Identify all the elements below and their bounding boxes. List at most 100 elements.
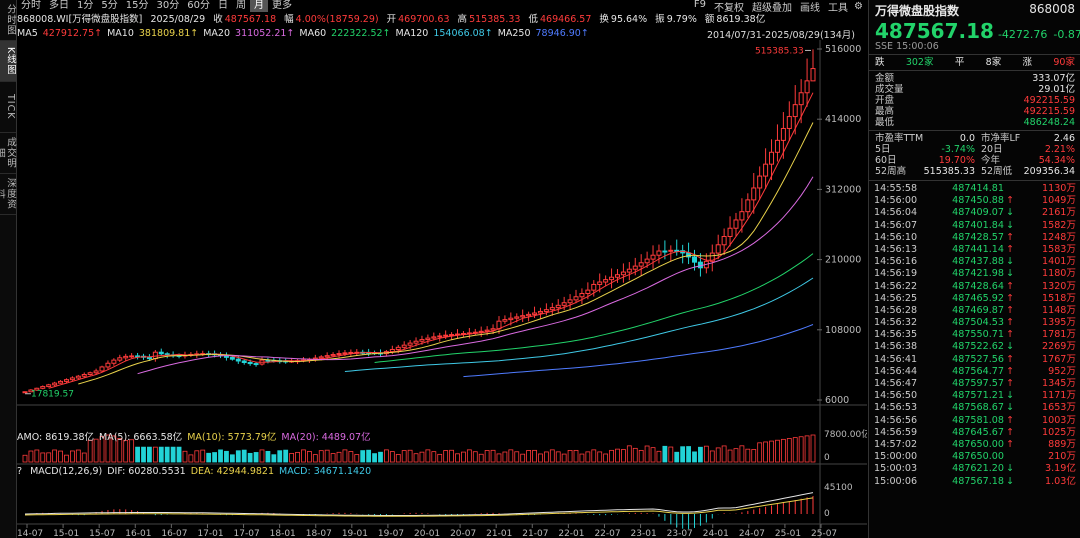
tick-row[interactable]: 14:56:28 487469.87 ↑ 1148万 — [869, 305, 1080, 317]
candle[interactable] — [537, 310, 543, 314]
candle[interactable] — [425, 337, 431, 341]
candle[interactable] — [526, 313, 532, 317]
left-tab-3[interactable]: 成交明细 — [0, 133, 16, 174]
candle[interactable] — [644, 258, 650, 264]
candle[interactable] — [692, 256, 698, 263]
candle[interactable] — [229, 356, 235, 360]
candle[interactable] — [626, 268, 632, 273]
left-tab-0[interactable]: 分时图 — [0, 0, 16, 41]
candle[interactable] — [28, 389, 34, 393]
candle[interactable] — [490, 328, 496, 331]
candle[interactable] — [69, 377, 75, 381]
candle[interactable] — [508, 317, 514, 321]
left-tab-1[interactable]: K线图 — [0, 41, 16, 82]
tick-list[interactable]: 14:55:58 487414.81 1130万 14:56:00 487450.88 ↑… — [869, 183, 1080, 488]
candle[interactable] — [318, 356, 324, 359]
candle[interactable] — [543, 309, 549, 312]
toolbar-item-0[interactable]: F9 — [693, 0, 707, 10]
tick-row[interactable]: 15:00:03 487621.20 ↓ 3.19亿 — [869, 463, 1080, 475]
tick-row[interactable]: 14:56:00 487450.88 ↑ 1049万 — [869, 195, 1080, 207]
candle[interactable] — [111, 359, 117, 364]
tick-row[interactable]: 14:56:04 487409.07 ↓ 2161万 — [869, 207, 1080, 219]
candle[interactable] — [419, 339, 425, 342]
candle[interactable] — [632, 265, 638, 270]
period-tab-9[interactable]: 月 — [249, 0, 268, 12]
period-tab-4[interactable]: 15分 — [125, 0, 149, 11]
candle[interactable] — [786, 116, 792, 129]
candle[interactable] — [810, 68, 816, 82]
candle[interactable] — [324, 355, 330, 358]
candle[interactable] — [763, 163, 769, 177]
period-tab-10[interactable]: 更多 — [271, 0, 292, 11]
candle[interactable] — [52, 382, 58, 386]
candle[interactable] — [431, 336, 437, 339]
tick-row[interactable]: 14:56:50 487571.21 ↓ 1171万 — [869, 390, 1080, 402]
tick-row[interactable]: 15:00:06 487567.18 ↓ 1.03亿 — [869, 476, 1080, 488]
candle[interactable] — [733, 219, 739, 229]
candle[interactable] — [514, 316, 520, 319]
tick-row[interactable]: 14:56:35 487550.71 ↑ 1781万 — [869, 329, 1080, 341]
candle[interactable] — [567, 299, 573, 304]
candle[interactable] — [146, 356, 152, 360]
candle[interactable] — [22, 391, 28, 394]
candle[interactable] — [158, 351, 164, 355]
period-tab-1[interactable]: 多日 — [49, 0, 69, 11]
tick-row[interactable]: 14:56:56 487581.08 ↑ 1003万 — [869, 415, 1080, 427]
left-tab-4[interactable]: 深度资料 — [0, 174, 16, 215]
tick-row[interactable]: 14:56:38 487522.62 ↓ 2269万 — [869, 341, 1080, 353]
candle[interactable] — [656, 250, 662, 256]
candle[interactable] — [152, 351, 158, 360]
candle[interactable] — [502, 319, 508, 322]
period-tab-7[interactable]: 日 — [217, 0, 228, 11]
candle[interactable] — [549, 307, 555, 311]
period-tab-3[interactable]: 5分 — [101, 0, 118, 11]
tick-row[interactable]: 14:56:25 487465.92 ↑ 1518万 — [869, 293, 1080, 305]
candle[interactable] — [117, 357, 123, 361]
gear-icon[interactable]: ⚙ — [854, 0, 863, 12]
candle[interactable] — [751, 187, 757, 201]
candle[interactable] — [342, 352, 348, 355]
candle[interactable] — [603, 279, 609, 283]
candle[interactable] — [87, 372, 93, 375]
candle[interactable] — [745, 199, 751, 213]
candle[interactable] — [401, 344, 407, 348]
candle[interactable] — [336, 353, 342, 356]
candle[interactable] — [804, 80, 810, 94]
tick-row[interactable]: 14:56:41 487527.56 ↑ 1767万 — [869, 354, 1080, 366]
candle[interactable] — [774, 139, 780, 153]
candle[interactable] — [443, 334, 449, 337]
candle[interactable] — [798, 92, 804, 106]
candle[interactable] — [585, 289, 591, 295]
left-tab-2[interactable]: TICK — [0, 82, 16, 133]
candle[interactable] — [573, 296, 579, 301]
period-tab-0[interactable]: 分时 — [21, 0, 41, 11]
candle[interactable] — [484, 329, 490, 332]
candle[interactable] — [792, 104, 798, 118]
candle[interactable] — [81, 373, 87, 377]
tick-row[interactable]: 14:56:19 487421.98 ↓ 1180万 — [869, 268, 1080, 280]
candle[interactable] — [780, 127, 786, 141]
candle[interactable] — [330, 353, 336, 357]
candle[interactable] — [597, 281, 603, 285]
tick-row[interactable]: 14:56:07 487401.84 ↓ 1582万 — [869, 220, 1080, 232]
tick-row[interactable]: 14:56:10 487428.57 ↑ 1248万 — [869, 232, 1080, 244]
candle[interactable] — [638, 262, 644, 267]
candle[interactable] — [662, 250, 668, 253]
toolbar-item-2[interactable]: 超级叠加 — [752, 2, 793, 14]
period-tab-5[interactable]: 30分 — [156, 0, 180, 11]
candle[interactable] — [757, 175, 763, 189]
candle[interactable] — [46, 384, 52, 388]
candle[interactable] — [63, 379, 69, 382]
candle[interactable] — [727, 227, 733, 238]
candle[interactable] — [579, 293, 585, 298]
candle[interactable] — [668, 249, 674, 252]
candle[interactable] — [407, 342, 413, 346]
candle[interactable] — [123, 355, 129, 359]
tick-row[interactable]: 14:56:47 487597.57 ↑ 1345万 — [869, 378, 1080, 390]
toolbar-item-1[interactable]: 不复权 — [714, 2, 745, 14]
candle[interactable] — [437, 335, 443, 338]
candle[interactable] — [93, 370, 99, 374]
candle[interactable] — [99, 366, 105, 372]
tick-row[interactable]: 14:56:13 487441.14 ↑ 1583万 — [869, 244, 1080, 256]
candle[interactable] — [650, 254, 656, 260]
